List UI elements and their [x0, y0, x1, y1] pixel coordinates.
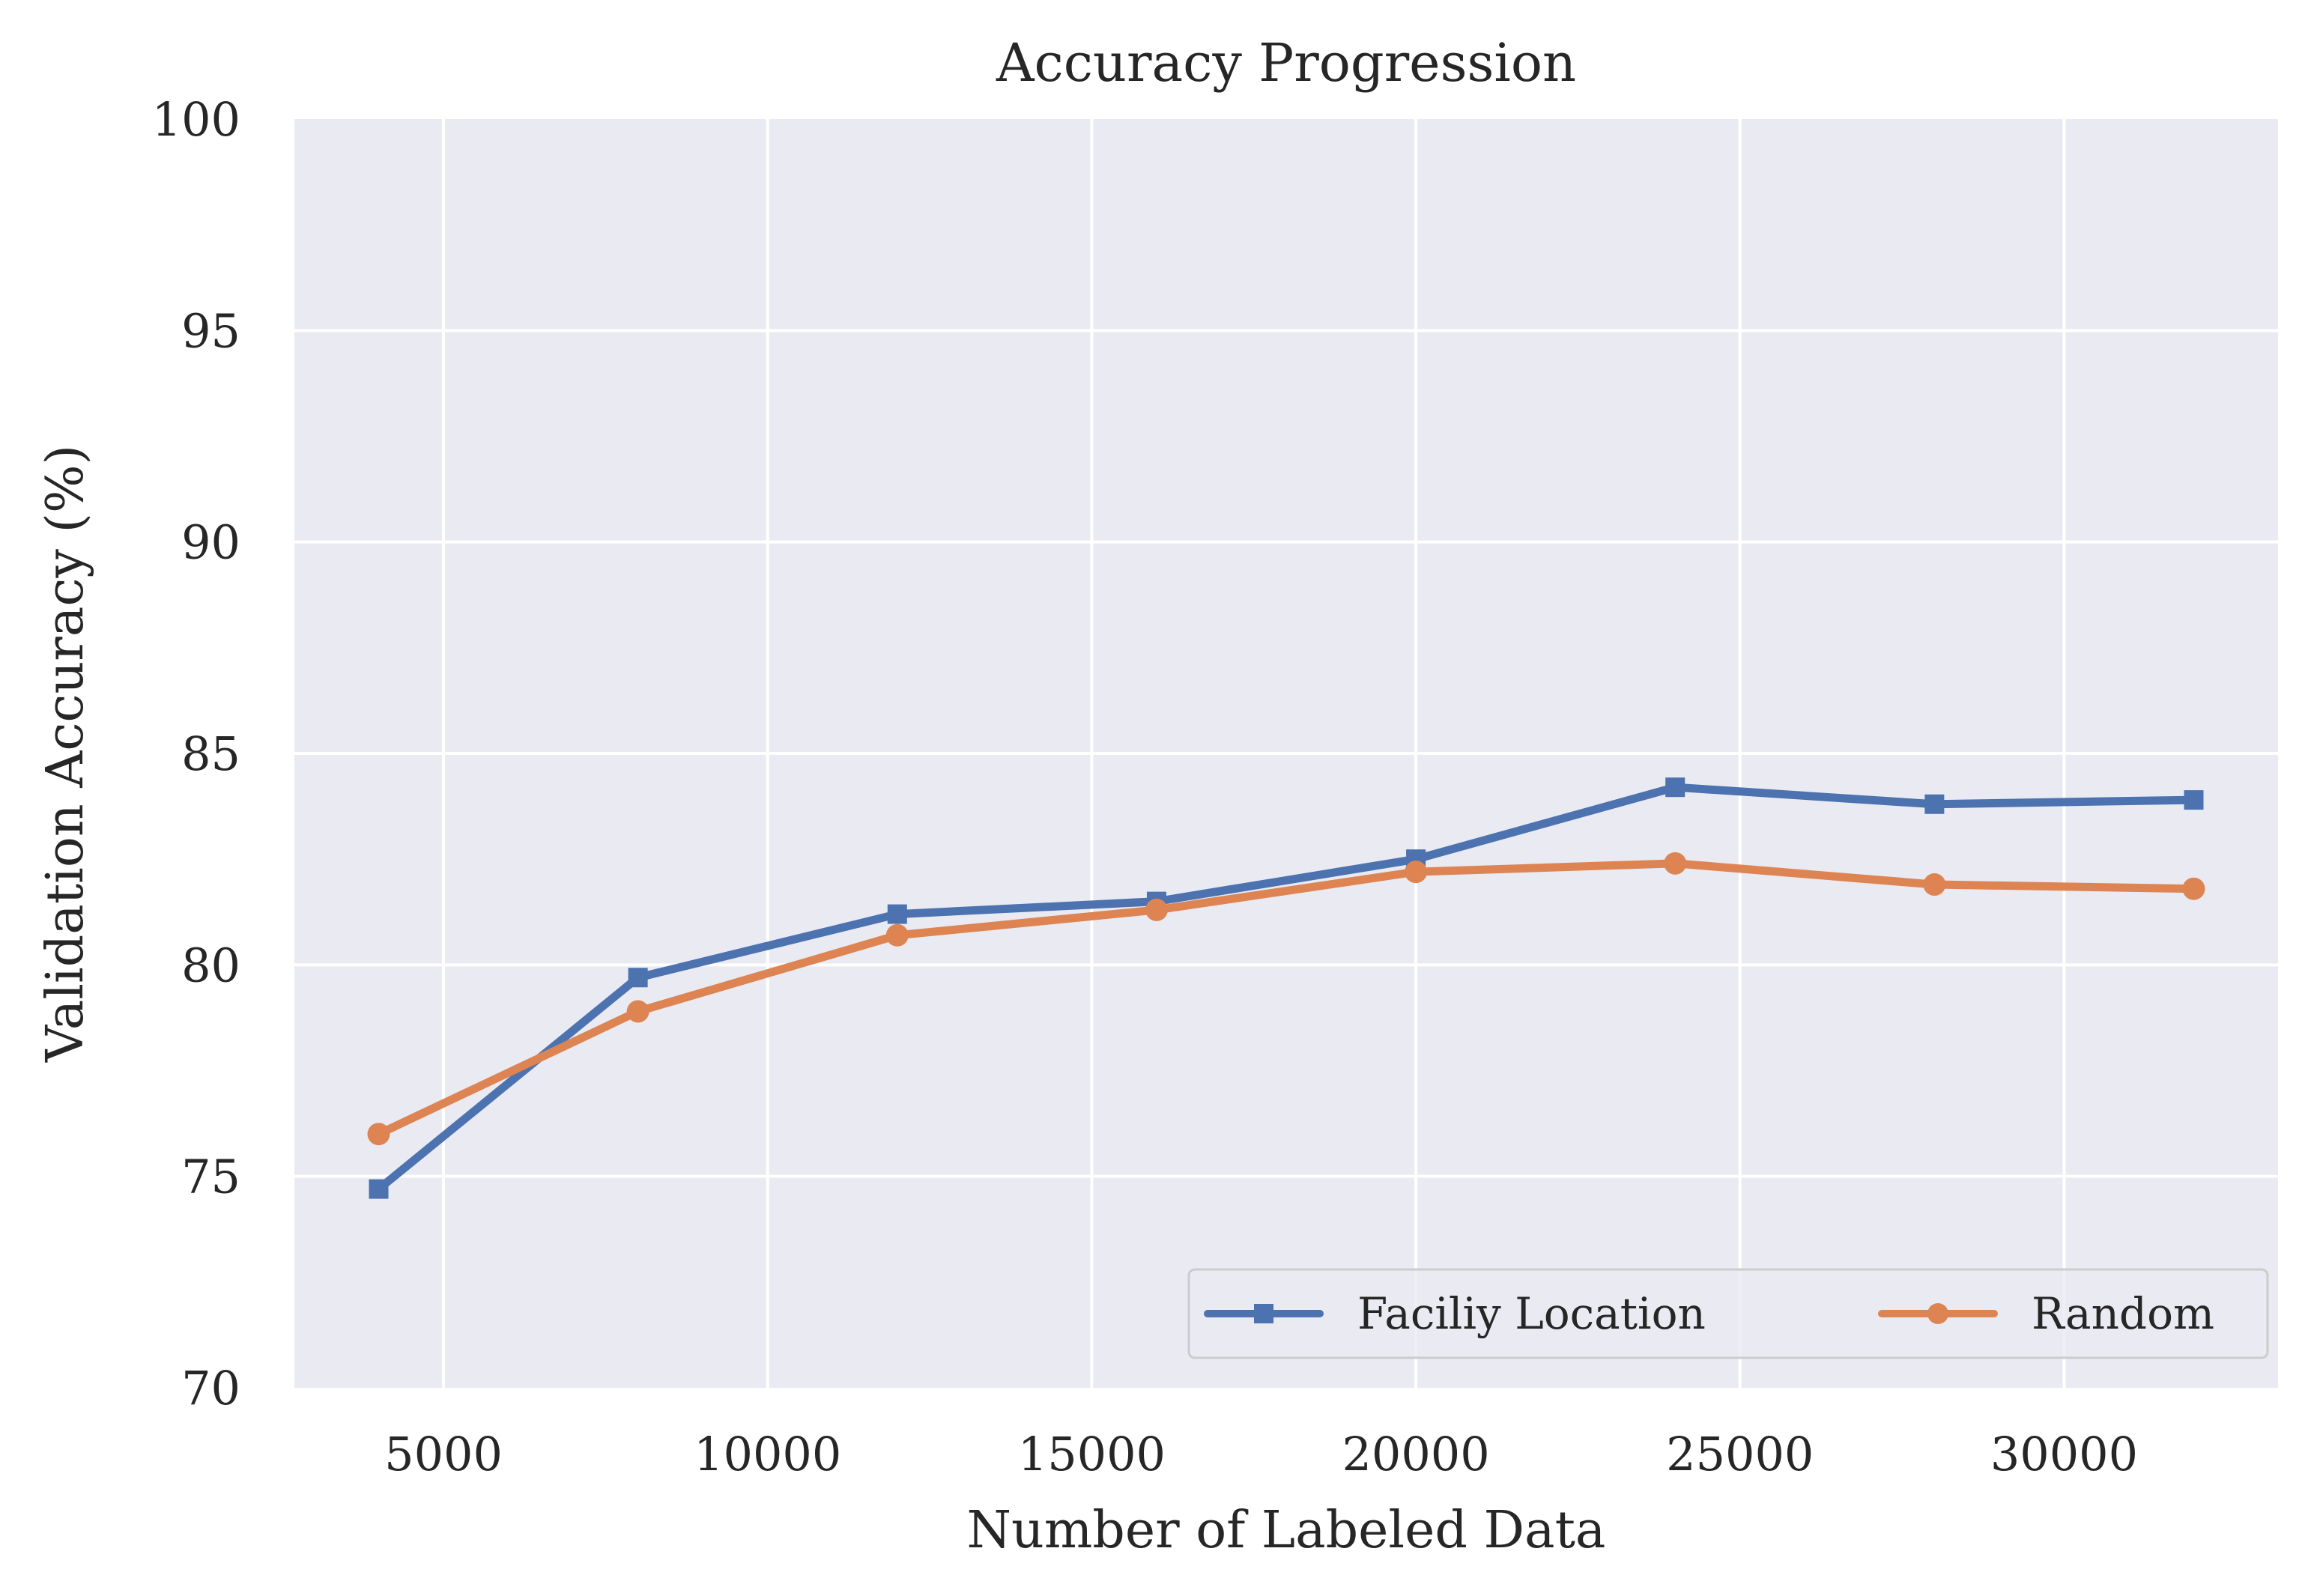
data-point-faciliy-location [1924, 794, 1945, 814]
series-layer [367, 777, 2205, 1199]
legend-label-faciliy-location: Faciliy Location [1357, 1288, 1706, 1339]
y-tick-label: 85 [181, 726, 240, 781]
x-tick-label: 25000 [1666, 1427, 1814, 1481]
data-point-random [1405, 861, 1428, 884]
x-axis-label: Number of Labeled Data [967, 1501, 1606, 1560]
y-tick-label: 100 [152, 92, 240, 147]
tick-labels: 5000 10000 15000 20000 25000 30000 70 75 80 85 90 9… [152, 92, 2138, 1481]
data-point-faciliy-location [369, 1179, 389, 1199]
legend-marker-faciliy-location [1254, 1304, 1273, 1323]
data-point-random [367, 1123, 390, 1146]
data-point-faciliy-location [2184, 790, 2204, 810]
data-point-faciliy-location [1665, 777, 1685, 798]
data-point-random [1664, 852, 1687, 875]
grid [294, 119, 2278, 1388]
y-tick-label: 90 [181, 515, 240, 570]
chart-title: Accuracy Progression [996, 32, 1576, 94]
series-line-faciliy-location [374, 783, 2199, 1194]
data-point-faciliy-location [887, 904, 907, 924]
data-point-random [626, 1000, 649, 1023]
y-tick-label: 95 [181, 303, 240, 358]
x-tick-label: 20000 [1342, 1427, 1489, 1481]
x-tick-label: 10000 [694, 1427, 841, 1481]
x-tick-label: 15000 [1018, 1427, 1166, 1481]
y-axis-label: Validation Accuracy (%) [36, 445, 95, 1063]
series-line-random [374, 859, 2199, 1138]
data-point-random [1923, 873, 1946, 896]
y-tick-label: 75 [181, 1150, 240, 1204]
data-point-faciliy-location [628, 968, 648, 988]
y-tick-label: 80 [181, 938, 240, 992]
legend-label-random: Random [2032, 1288, 2214, 1339]
legend-marker-random [1927, 1303, 1948, 1324]
x-tick-label: 5000 [384, 1427, 503, 1481]
data-point-random [2182, 877, 2205, 900]
data-point-random [885, 923, 909, 947]
data-point-random [1145, 898, 1168, 921]
legend-box [1187, 1268, 2269, 1359]
x-tick-label: 30000 [1990, 1427, 2138, 1481]
legend: Faciliy Location Random [1187, 1268, 2269, 1359]
y-tick-label: 70 [181, 1361, 240, 1416]
